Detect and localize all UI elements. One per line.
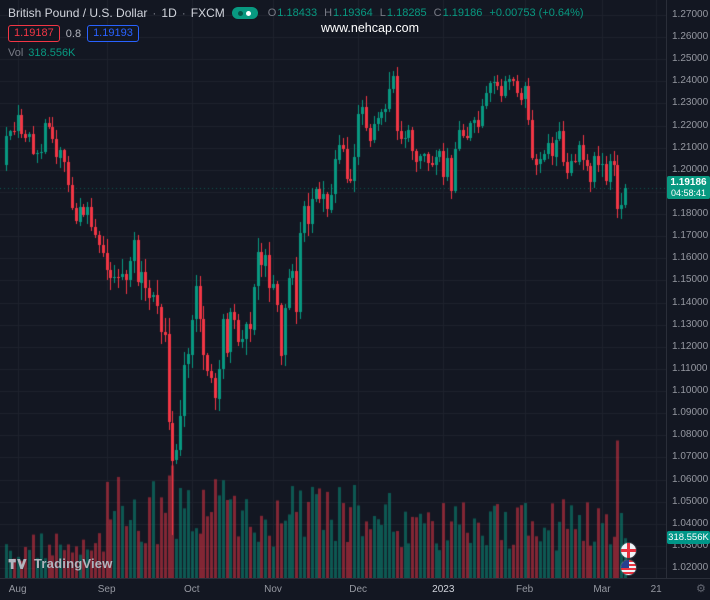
change-value: +0.00753 (+0.64%) [489, 7, 584, 19]
volume-value: 318.556K [28, 47, 76, 59]
price-tick-label: 1.17000 [672, 230, 709, 242]
price-tick-label: 1.20000 [672, 163, 709, 175]
price-tick-label: 1.15000 [672, 274, 709, 286]
low-value: L1.18285 [379, 7, 427, 19]
time-axis[interactable]: Aug Sep Oct Nov Dec 2023 Feb Mar 21 [0, 578, 710, 600]
status-dot-light-icon [246, 10, 252, 16]
price-tick-label: 1.12000 [672, 340, 709, 352]
time-axis-label: 2023 [432, 584, 455, 595]
market-status-indicator[interactable] [231, 7, 258, 19]
price-tick-label: 1.21000 [672, 141, 709, 153]
price-tick-label: 1.03000 [672, 539, 709, 551]
high-value: H1.19364 [324, 7, 373, 19]
price-axis[interactable]: 1.19186 04:58:41 318.556K 1.27000 1.26000… [666, 0, 710, 578]
price-tick-label: 1.13000 [672, 318, 709, 330]
separator-dot: · [181, 6, 186, 20]
time-axis-label: Mar [593, 584, 611, 595]
last-price-badge: 1.19186 04:58:41 [667, 175, 710, 199]
price-tick-label: 1.04000 [672, 517, 709, 529]
ohlc-values: O1.18433 H1.19364 L1.18285 C1.19186 +0.0… [268, 7, 584, 19]
symbol-title[interactable]: British Pound / U.S. Dollar [8, 6, 148, 20]
usd-flag-icon [621, 560, 636, 575]
usd-flag-canton [621, 560, 629, 568]
price-tick-label: 1.14000 [672, 296, 709, 308]
price-tick-label: 1.23000 [672, 97, 709, 109]
price-tick-label: 1.25000 [672, 53, 709, 65]
exchange-label[interactable]: FXCM [190, 6, 225, 20]
volume-axis-badge: 318.556K [667, 531, 710, 545]
tradingview-logo-text: TradingView [34, 556, 113, 571]
gbp-flag-icon [621, 543, 636, 558]
price-tick-label: 1.08000 [672, 429, 709, 441]
price-tick-label: 1.11000 [672, 362, 708, 374]
time-axis-label: Nov [264, 584, 282, 595]
price-tick-label: 1.05000 [672, 495, 709, 507]
ask-price-button[interactable]: 1.19193 [87, 25, 139, 42]
separator-dot: · [152, 6, 157, 20]
watermark-url: www.nehcap.com [321, 21, 419, 35]
volume-row: Vol 318.556K [8, 47, 584, 59]
open-value: O1.18433 [267, 7, 318, 19]
time-axis-label: Dec [349, 584, 368, 595]
spread-value: 0.8 [65, 27, 82, 40]
price-tick-label: 1.09000 [672, 407, 709, 419]
tradingview-logo-icon [8, 558, 27, 569]
close-value: C1.19186 [433, 7, 483, 19]
price-tick-label: 1.07000 [672, 451, 709, 463]
price-tick-label: 1.10000 [672, 385, 709, 397]
bar-countdown: 04:58:41 [670, 187, 707, 198]
price-tick-label: 1.16000 [672, 252, 709, 264]
time-axis-label: Feb [515, 584, 534, 595]
price-tick-label: 1.22000 [672, 119, 709, 131]
price-tick-label: 1.02000 [672, 562, 709, 573]
time-axis-label: Oct [183, 584, 200, 595]
time-axis-label: Aug [8, 584, 27, 595]
price-tick-label: 1.27000 [672, 9, 709, 20]
last-price-value: 1.19186 [670, 176, 707, 188]
price-tick-label: 1.06000 [672, 473, 709, 485]
time-axis-label: 21 [650, 584, 662, 595]
bid-price-button[interactable]: 1.19187 [8, 25, 60, 42]
axis-settings-icon[interactable]: ⚙ [696, 583, 706, 595]
chart-legend: British Pound / U.S. Dollar · 1D · FXCM … [8, 6, 584, 59]
status-dot-dark-icon [238, 10, 244, 16]
interval-label[interactable]: 1D [161, 6, 177, 20]
pair-flag-icons [621, 543, 636, 575]
bid-ask-row: 1.19187 0.8 1.19193 [8, 25, 584, 42]
price-tick-label: 1.26000 [672, 31, 709, 43]
volume-label: Vol [8, 47, 24, 59]
price-tick-label: 1.24000 [672, 75, 709, 87]
time-axis-label: Sep [97, 584, 116, 595]
symbol-row: British Pound / U.S. Dollar · 1D · FXCM … [8, 6, 584, 20]
tradingview-logo[interactable]: TradingView [8, 556, 113, 571]
price-tick-label: 1.18000 [672, 208, 709, 220]
